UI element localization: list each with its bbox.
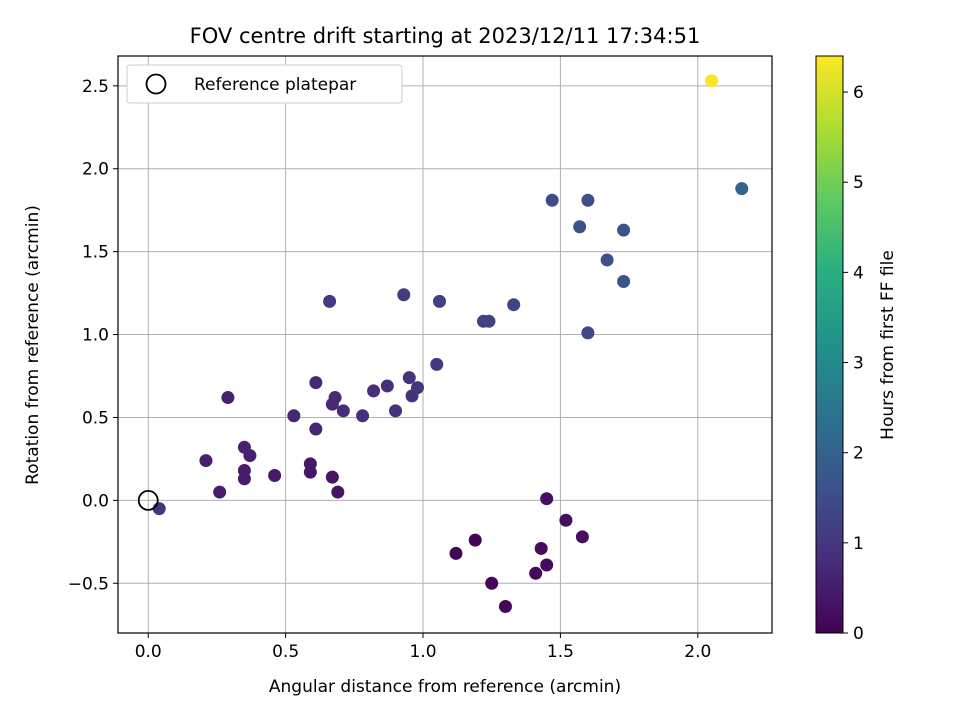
- y-tick-label: 2.0: [82, 160, 109, 180]
- data-point: [356, 409, 370, 423]
- legend-box: [126, 64, 403, 104]
- data-point: [328, 391, 342, 405]
- data-point: [581, 193, 595, 207]
- data-point: [449, 546, 463, 560]
- data-point: [331, 485, 345, 499]
- y-tick-label: −0.5: [68, 574, 109, 594]
- y-tick-label: 2.5: [82, 77, 109, 97]
- y-tick-label: 1.0: [82, 326, 109, 346]
- data-point: [433, 294, 447, 308]
- colorbar-tick-label: 5: [853, 173, 864, 193]
- x-tick-label: 0.0: [135, 642, 162, 662]
- data-point: [367, 384, 381, 398]
- data-point: [545, 193, 559, 207]
- y-axis-label: Rotation from reference (arcmin): [23, 205, 43, 485]
- data-point: [309, 422, 323, 436]
- data-point: [540, 558, 554, 572]
- data-point: [617, 223, 631, 237]
- x-tick-label: 0.5: [272, 642, 299, 662]
- colorbar-tick-label: 3: [853, 354, 864, 374]
- data-point: [199, 454, 213, 468]
- y-tick-label: 0.5: [82, 408, 109, 428]
- plot-background: [118, 56, 772, 633]
- data-point: [482, 314, 496, 328]
- data-points: [152, 74, 749, 613]
- data-point: [380, 379, 394, 393]
- data-point: [325, 470, 339, 484]
- data-point: [559, 513, 573, 527]
- legend-label: Reference platepar: [194, 75, 356, 95]
- plot-frame: [117, 55, 773, 634]
- y-axis-ticks: −0.5 0.0 0.5 1.0 1.5 2.0 2.5: [68, 77, 118, 594]
- data-point: [617, 274, 631, 288]
- legend: Reference platepar: [126, 64, 403, 104]
- data-point: [468, 533, 482, 547]
- data-point: [152, 502, 166, 516]
- y-tick-label: 1.5: [82, 243, 109, 263]
- y-tick-label: 0.0: [82, 491, 109, 511]
- data-point: [389, 404, 403, 418]
- data-point: [402, 371, 416, 385]
- reference-platepar-marker: [137, 489, 159, 511]
- data-point: [287, 409, 301, 423]
- x-tick-label: 1.0: [409, 642, 436, 662]
- data-point: [540, 492, 554, 506]
- data-point: [411, 381, 425, 395]
- data-point: [430, 357, 444, 371]
- data-point: [397, 288, 411, 302]
- plot-area: 0.0 0.5 1.0 1.5 2.0 −0.5 0.0 0.5 1.0 1.5 2.0 2.5: [68, 55, 773, 662]
- data-point: [485, 576, 499, 590]
- data-point: [213, 485, 227, 499]
- data-point: [268, 468, 282, 482]
- data-point: [575, 530, 589, 544]
- data-point: [237, 464, 251, 478]
- data-point: [529, 566, 543, 580]
- x-tick-label: 1.5: [547, 642, 574, 662]
- colorbar: 0 1 2 3 4 5 6 Hours from first FF file: [815, 55, 898, 644]
- data-point: [237, 440, 251, 454]
- data-point: [336, 404, 350, 418]
- colorbar-gradient: [815, 55, 844, 634]
- data-point: [221, 391, 235, 405]
- data-point: [534, 541, 548, 555]
- x-axis-ticks: 0.0 0.5 1.0 1.5 2.0: [135, 633, 711, 662]
- colorbar-ticks: 0 1 2 3 4 5 6: [843, 83, 864, 644]
- x-axis-label: Angular distance from reference (arcmin): [269, 677, 621, 697]
- colorbar-tick-label: 2: [853, 444, 864, 464]
- data-point: [323, 294, 337, 308]
- legend-marker: [145, 73, 167, 95]
- data-point: [705, 74, 719, 88]
- data-point: [507, 298, 521, 312]
- data-point: [303, 457, 317, 471]
- data-point: [600, 253, 614, 267]
- colorbar-tick-label: 0: [853, 624, 864, 644]
- colorbar-tick-label: 6: [853, 83, 864, 103]
- colorbar-tick-label: 4: [853, 263, 864, 283]
- data-point: [498, 599, 512, 613]
- data-point: [735, 182, 749, 196]
- chart-title: FOV centre drift starting at 2023/12/11 …: [190, 24, 701, 48]
- data-point: [581, 326, 595, 340]
- colorbar-tick-label: 1: [853, 534, 864, 554]
- data-point: [573, 220, 587, 234]
- data-point: [309, 376, 323, 390]
- x-tick-label: 2.0: [684, 642, 711, 662]
- colorbar-label: Hours from first FF file: [878, 250, 898, 440]
